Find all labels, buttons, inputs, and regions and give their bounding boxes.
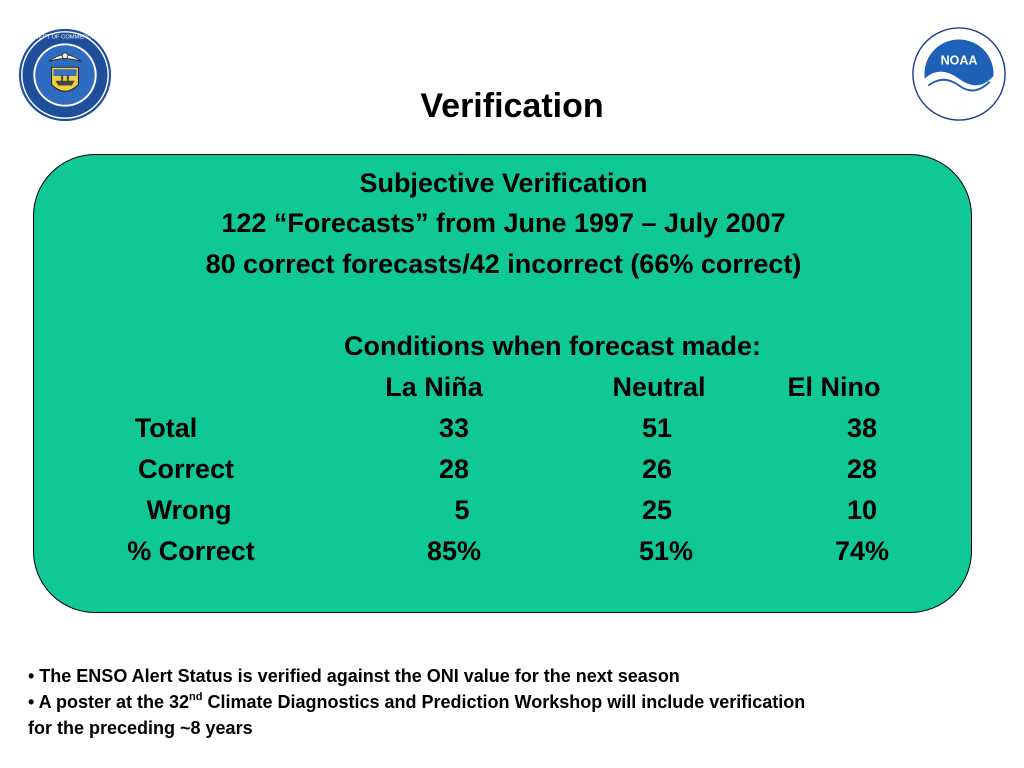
row-label-percent-correct: % Correct xyxy=(127,536,255,566)
column-header-el-nino: El Nino xyxy=(787,372,881,402)
slide-title: Verification xyxy=(420,87,604,125)
bullet-poster-text-cont: Climate Diagnostics and Prediction Works… xyxy=(202,692,806,712)
cell-percent-la-nina: 85% xyxy=(426,536,482,566)
cell-total-neutral: 51 xyxy=(641,413,673,443)
cell-wrong-neutral: 25 xyxy=(641,495,673,525)
cell-correct-la-nina: 28 xyxy=(438,454,470,484)
cell-total-el-nino: 38 xyxy=(846,413,878,443)
forecast-summary-line: 80 correct forecasts/42 incorrect (66% c… xyxy=(205,249,802,279)
cell-wrong-el-nino: 10 xyxy=(846,495,878,525)
bullet-poster-continuation: for the preceding ~8 years xyxy=(28,718,253,738)
cell-correct-el-nino: 28 xyxy=(846,454,878,484)
row-label-total: Total xyxy=(134,413,198,443)
conditions-label: Conditions when forecast made: xyxy=(344,331,762,361)
bullet-poster-text: • A poster at the 32 xyxy=(28,692,190,712)
department-of-commerce-seal-icon: DEPT OF COMMERCE xyxy=(18,28,112,122)
row-label-wrong: Wrong xyxy=(146,495,232,525)
noaa-logo-icon: NOAA xyxy=(912,27,1006,121)
ordinal-suffix: nd xyxy=(189,691,203,703)
bullet-enso-alert: • The ENSO Alert Status is verified agai… xyxy=(28,666,680,686)
notes-bullets: • The ENSO Alert Status is verified agai… xyxy=(28,663,1018,741)
forecast-range-line: 122 “Forecasts” from June 1997 – July 20… xyxy=(221,208,786,238)
cell-percent-el-nino: 74% xyxy=(834,536,890,566)
panel-heading: Subjective Verification xyxy=(359,168,648,198)
cell-total-la-nina: 33 xyxy=(438,413,470,443)
row-label-correct: Correct xyxy=(137,454,235,484)
bullet-poster: • A poster at the 32nd Climate Diagnosti… xyxy=(28,689,1018,715)
column-header-la-nina: La Niña xyxy=(385,372,483,402)
cell-percent-neutral: 51% xyxy=(638,536,694,566)
verification-panel: Subjective Verification 122 “Forecasts” … xyxy=(33,154,972,613)
svg-text:DEPT OF COMMERCE: DEPT OF COMMERCE xyxy=(35,35,96,41)
column-header-neutral: Neutral xyxy=(612,372,706,402)
svg-text:NOAA: NOAA xyxy=(941,53,978,67)
cell-correct-neutral: 26 xyxy=(641,454,673,484)
cell-wrong-la-nina: 5 xyxy=(454,495,470,525)
